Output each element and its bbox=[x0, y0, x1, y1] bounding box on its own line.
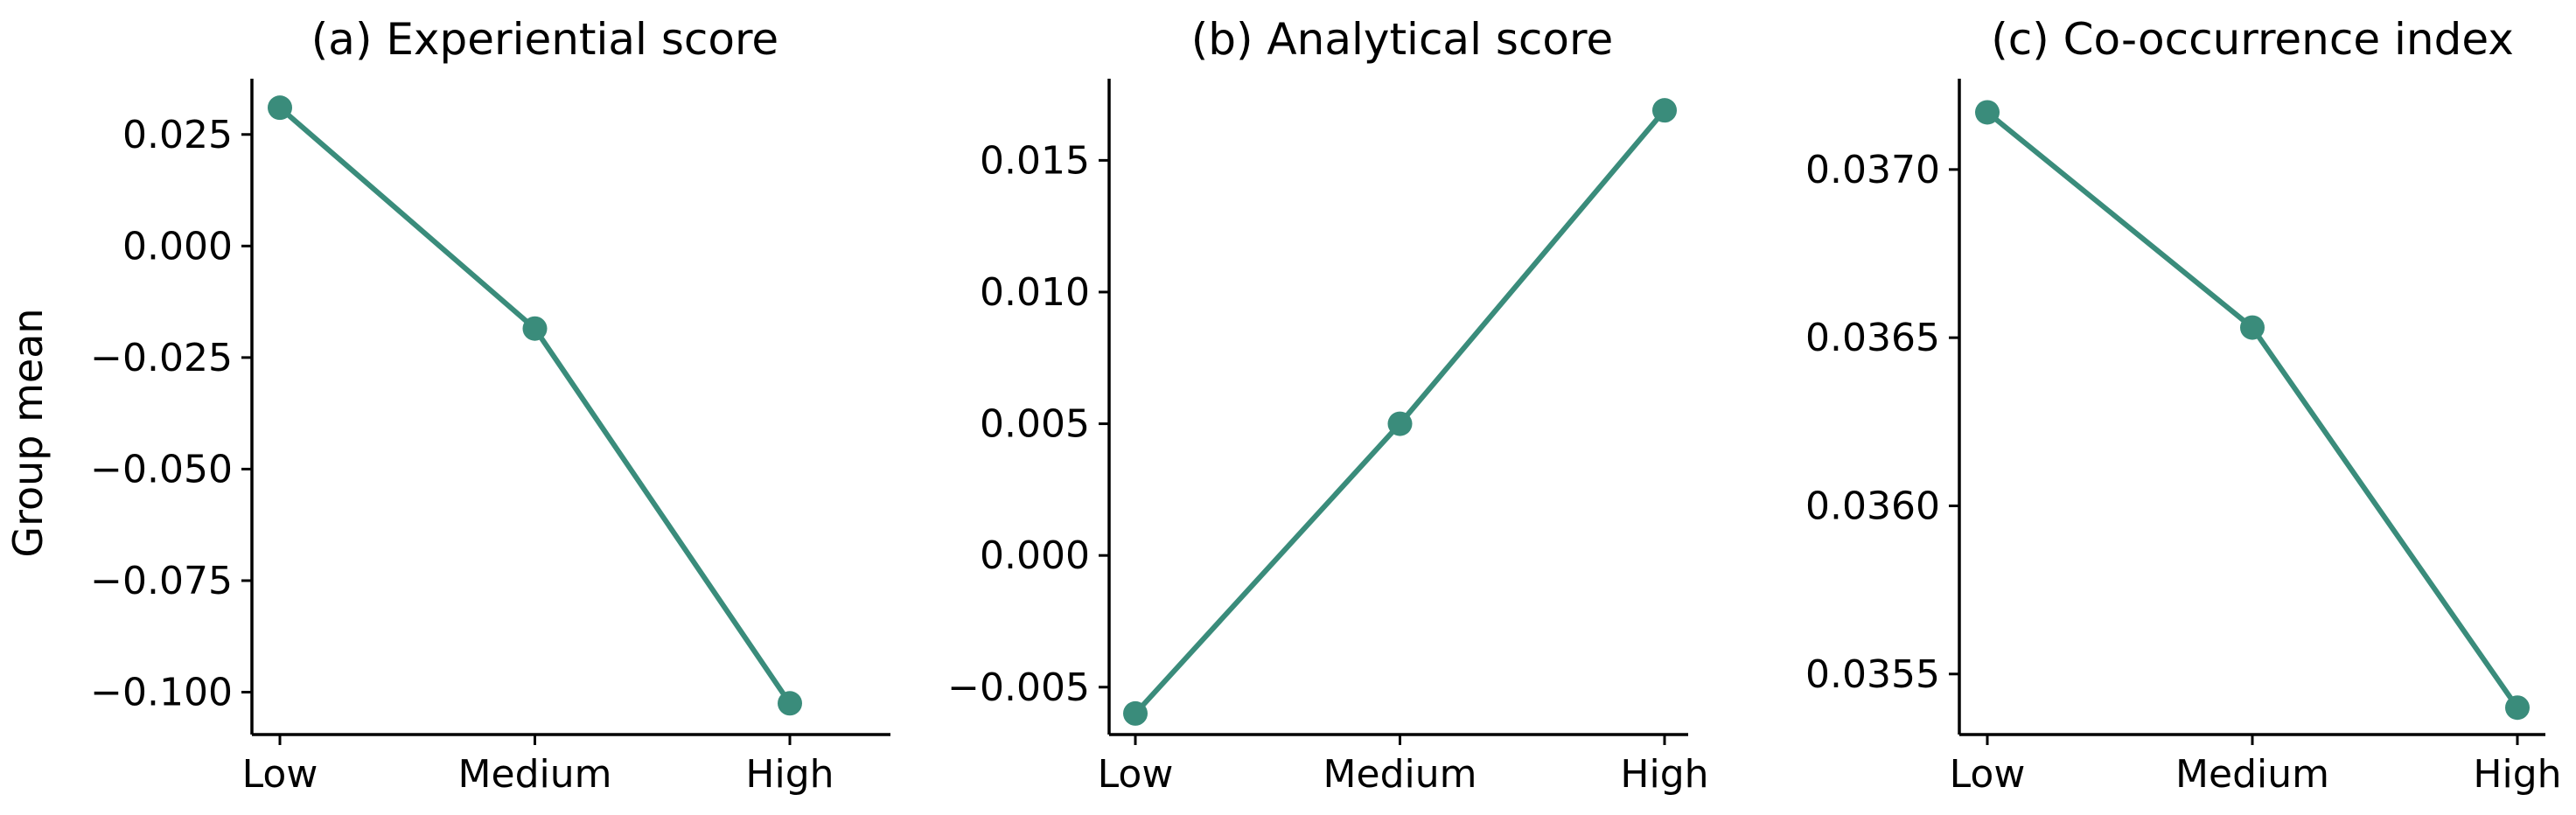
x-tick-label: Low bbox=[242, 752, 318, 797]
y-tick-label: −0.075 bbox=[90, 559, 233, 603]
chart-title: (c) Co-occurrence index bbox=[1991, 14, 2514, 65]
y-tick-label: 0.025 bbox=[122, 113, 233, 157]
data-point bbox=[1975, 100, 2000, 125]
y-tick-label: 0.0355 bbox=[1805, 652, 1940, 697]
x-tick-label: Medium bbox=[2175, 752, 2329, 797]
y-tick-label: −0.050 bbox=[90, 447, 233, 491]
data-point bbox=[522, 316, 548, 341]
panel-1: (b) Analytical score −0.005 0.000 0.005 0.01… bbox=[947, 14, 1708, 797]
panel-2: (c) Co-occurrence index 0.0355 0.0360 0.036… bbox=[1805, 14, 2562, 797]
x-tick-label: High bbox=[2473, 752, 2561, 797]
chart-title: (b) Analytical score bbox=[1191, 14, 1613, 65]
y-tick-label: −0.005 bbox=[947, 665, 1090, 710]
y-tick-label: 0.005 bbox=[980, 402, 1090, 447]
chart-title: (a) Experiential score bbox=[311, 14, 778, 65]
y-tick-label: 0.015 bbox=[980, 138, 1090, 183]
x-tick-label: Medium bbox=[1323, 752, 1477, 797]
data-point bbox=[1652, 98, 1677, 123]
data-point bbox=[778, 691, 802, 716]
panels: (a) Experiential score −0.100 −0.075 −0.050… bbox=[90, 14, 2561, 797]
x-tick-label: Low bbox=[1098, 752, 1174, 797]
data-point bbox=[1387, 411, 1413, 436]
y-tick-label: −0.025 bbox=[90, 336, 233, 380]
y-axis-label: Group mean bbox=[4, 308, 52, 557]
series-line bbox=[277, 105, 792, 707]
panel-0: (a) Experiential score −0.100 −0.075 −0.050… bbox=[90, 14, 890, 797]
y-tick-label: 0.0370 bbox=[1805, 148, 1940, 192]
x-tick-label: Low bbox=[1950, 752, 2026, 797]
y-tick-label: 0.000 bbox=[122, 224, 233, 268]
x-tick-label: Medium bbox=[458, 752, 612, 797]
x-tick-label: High bbox=[745, 752, 834, 797]
data-point bbox=[1123, 700, 1148, 726]
y-tick-label: 0.000 bbox=[980, 533, 1090, 578]
y-tick-label: 0.010 bbox=[980, 270, 1090, 315]
y-tick-label: −0.100 bbox=[90, 671, 233, 715]
data-point bbox=[268, 95, 292, 121]
series-line bbox=[1985, 109, 2520, 711]
data-point bbox=[2505, 695, 2530, 721]
y-tick-label: 0.0360 bbox=[1805, 484, 1940, 528]
data-point bbox=[2240, 315, 2265, 340]
y-tick-label: 0.0365 bbox=[1805, 316, 1940, 360]
x-tick-label: High bbox=[1620, 752, 1708, 797]
